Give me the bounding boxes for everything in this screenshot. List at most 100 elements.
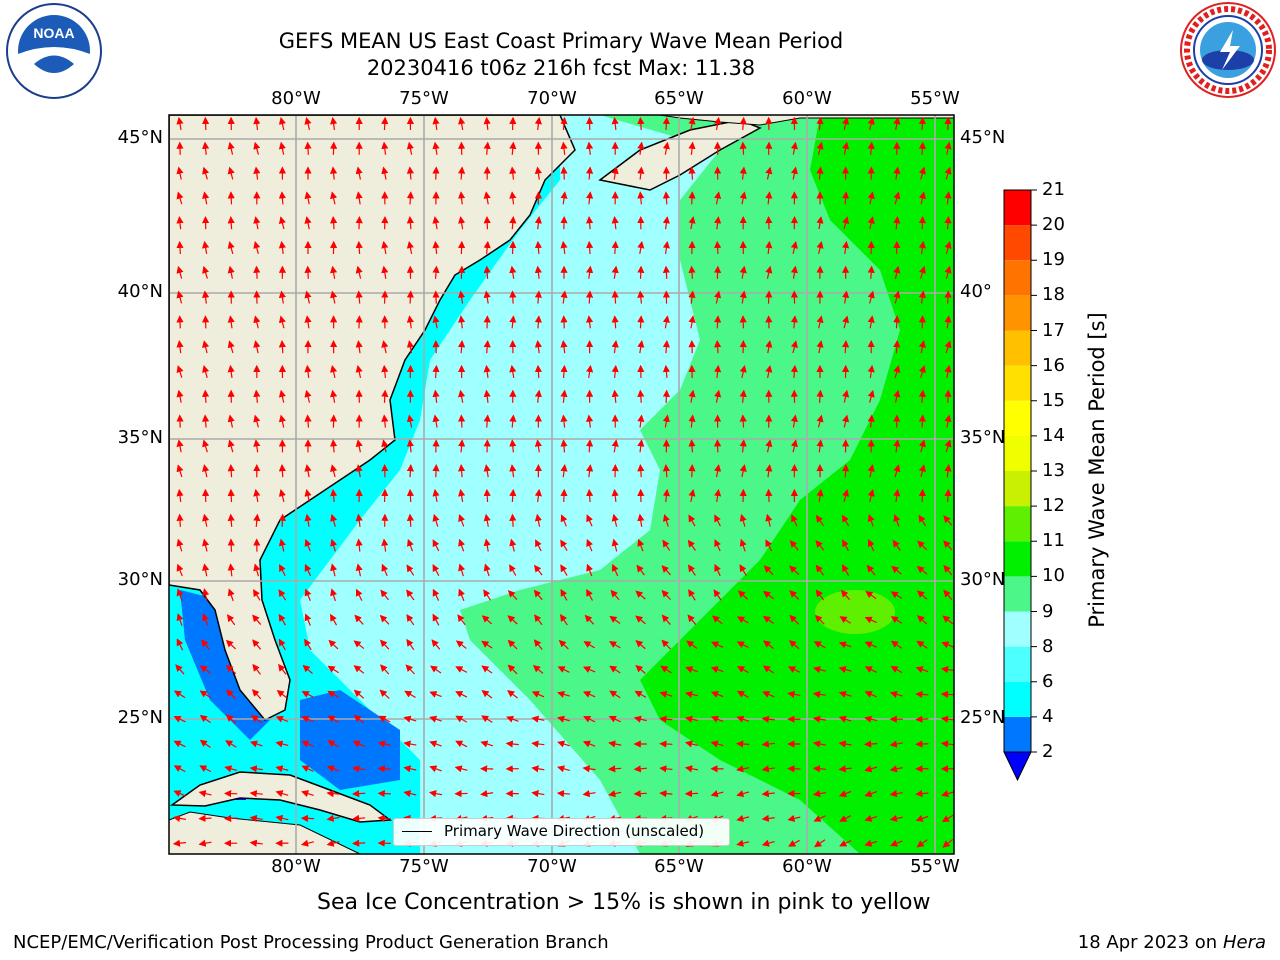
wave-arrow bbox=[509, 265, 517, 279]
wave-arrow bbox=[560, 588, 568, 601]
wave-arrow bbox=[176, 340, 184, 354]
wave-arrow bbox=[662, 513, 670, 527]
wave-arrow bbox=[531, 691, 545, 698]
wave-arrow bbox=[202, 166, 210, 180]
wave-arrow bbox=[176, 315, 184, 329]
wave-arrow bbox=[838, 790, 852, 797]
wave-arrow bbox=[509, 564, 517, 576]
wave-arrow bbox=[378, 715, 391, 723]
wave-arrow bbox=[224, 765, 238, 773]
wave-arrow bbox=[688, 116, 696, 131]
wave-arrow bbox=[225, 639, 236, 650]
wave-arrow bbox=[455, 691, 468, 698]
wave-arrow bbox=[202, 464, 210, 478]
wave-arrow bbox=[917, 540, 928, 551]
wave-arrow bbox=[326, 790, 340, 798]
wave-arrow bbox=[202, 513, 210, 527]
wave-arrow bbox=[816, 216, 824, 230]
ocean-period-2-4-bahamas bbox=[300, 690, 400, 790]
wave-arrow bbox=[842, 240, 850, 255]
wave-arrow bbox=[812, 790, 827, 798]
wave-arrow bbox=[227, 166, 235, 180]
wave-arrow bbox=[377, 814, 391, 822]
wave-arrow bbox=[608, 641, 621, 649]
lat-tick-left-25n: 25°N bbox=[117, 707, 163, 728]
wave-arrow bbox=[534, 265, 542, 279]
wave-arrow bbox=[812, 690, 827, 698]
wave-arrow bbox=[432, 414, 440, 428]
wave-arrow bbox=[432, 166, 440, 180]
wave-arrow bbox=[838, 715, 852, 723]
wave-arrow bbox=[483, 538, 491, 552]
wave-arrow bbox=[355, 464, 363, 478]
wave-arrow bbox=[609, 665, 621, 674]
wave-arrow bbox=[637, 290, 645, 304]
wave-arrow bbox=[714, 389, 722, 403]
wave-arrow bbox=[765, 265, 773, 279]
wave-arrow bbox=[662, 389, 670, 403]
wave-arrow bbox=[304, 191, 312, 205]
wave-arrow bbox=[816, 439, 824, 453]
wave-arrow bbox=[662, 240, 670, 255]
wave-arrow bbox=[531, 740, 545, 748]
wave-arrow bbox=[560, 116, 568, 131]
wave-arrow bbox=[839, 839, 852, 847]
wave-arrow bbox=[531, 790, 545, 798]
wave-arrow bbox=[227, 265, 235, 279]
wave-arrow bbox=[582, 666, 596, 673]
wave-arrow bbox=[304, 315, 312, 329]
wave-arrow bbox=[330, 613, 338, 626]
wave-arrow bbox=[915, 790, 929, 798]
wave-arrow bbox=[714, 340, 722, 354]
wave-arrow bbox=[586, 240, 594, 255]
wave-arrow bbox=[304, 638, 312, 651]
wave-arrow bbox=[560, 539, 568, 552]
wave-arrow bbox=[458, 265, 466, 279]
wave-arrow bbox=[944, 315, 952, 329]
wave-arrow bbox=[432, 513, 440, 527]
wave-arrow bbox=[944, 216, 952, 230]
wave-arrow bbox=[509, 538, 517, 552]
sea-ice-note: Sea Ice Concentration > 15% is shown in … bbox=[317, 890, 931, 915]
wave-arrow bbox=[176, 513, 184, 527]
wave-arrow bbox=[661, 614, 671, 625]
wave-arrow bbox=[736, 740, 750, 748]
wave-arrow bbox=[686, 640, 698, 649]
wave-arrow bbox=[227, 488, 235, 503]
wave-arrow bbox=[330, 265, 338, 279]
wave-arrow bbox=[355, 588, 363, 601]
wave-arrow bbox=[380, 664, 390, 675]
wave-arrow bbox=[611, 240, 619, 255]
wave-arrow bbox=[533, 564, 543, 576]
wave-arrow bbox=[688, 414, 696, 428]
wave-arrow bbox=[941, 641, 954, 649]
wave-arrow bbox=[432, 240, 440, 255]
wave-arrow bbox=[714, 216, 722, 230]
wave-arrow bbox=[917, 590, 928, 600]
wave-arrow bbox=[917, 615, 928, 625]
wave-arrow bbox=[739, 364, 747, 378]
wave-arrow bbox=[202, 265, 210, 279]
lon-tick-bottom-55w: 55°W bbox=[910, 856, 960, 877]
wave-arrow bbox=[790, 141, 798, 155]
wave-arrow bbox=[406, 464, 414, 478]
wave-arrow bbox=[330, 116, 338, 131]
wave-arrow bbox=[355, 191, 363, 205]
wave-arrow bbox=[763, 640, 774, 649]
wave-arrow bbox=[202, 340, 210, 354]
lat-tick-right-40n: 40° bbox=[960, 281, 992, 302]
wave-arrow bbox=[611, 265, 619, 279]
lon-tick-top-80w: 80°W bbox=[271, 88, 321, 109]
wave-arrow bbox=[637, 141, 645, 155]
wave-arrow bbox=[765, 364, 773, 379]
wave-arrow bbox=[176, 488, 184, 503]
wave-arrow bbox=[330, 538, 338, 552]
wave-arrow bbox=[662, 414, 670, 428]
wave-arrow bbox=[688, 439, 696, 453]
wave-arrow bbox=[586, 538, 593, 552]
wave-arrow bbox=[739, 538, 747, 552]
wave-arrow bbox=[893, 464, 901, 478]
wave-arrow bbox=[867, 117, 875, 130]
wave-arrow bbox=[940, 740, 954, 748]
wave-arrow bbox=[790, 166, 798, 180]
